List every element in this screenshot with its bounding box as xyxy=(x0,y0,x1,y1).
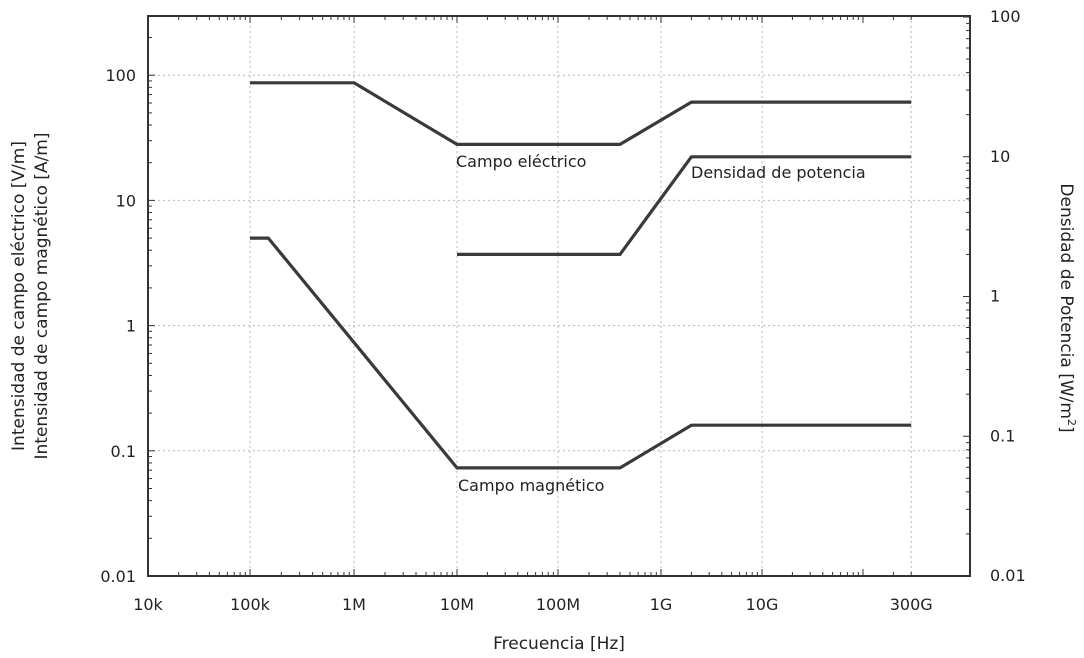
y-axis-label-magnetic: Intensidad de campo magnético [A/m] xyxy=(32,133,52,460)
y-tick-label: 1 xyxy=(126,317,136,336)
y2-tick-label: 0.1 xyxy=(990,426,1015,445)
x-tick-labels: 10k 100k 1M 10M 100M 1G 10G 300G xyxy=(133,595,932,614)
y2-axis-label: Densidad de Potencia [W/m2] xyxy=(1056,183,1078,432)
x-tick-label: 100k xyxy=(230,595,271,614)
x-tick-label: 1M xyxy=(342,595,366,614)
x-tick-label: 10k xyxy=(133,595,163,614)
series-label-power-density: Densidad de potencia xyxy=(691,163,866,182)
y2-tick-labels: 0.01 0.1 1 10 100 xyxy=(990,7,1026,585)
x-tick-label: 10G xyxy=(746,595,779,614)
series-layer xyxy=(250,81,912,470)
y2-tick-label: 100 xyxy=(990,7,1021,26)
y2-axis-label-end: ] xyxy=(1056,426,1076,433)
y-tick-label: 100 xyxy=(105,66,136,85)
y2-tick-label: 0.01 xyxy=(990,566,1026,585)
x-tick-label: 10M xyxy=(440,595,474,614)
y-axis-label-electric: Intensidad de campo eléctrico [V/m] xyxy=(9,141,29,451)
series-line-electric xyxy=(250,81,912,146)
plot-background xyxy=(148,16,970,576)
x-axis-label: Frecuencia [Hz] xyxy=(493,634,625,654)
series-line-power-density xyxy=(457,155,912,256)
plot-frame xyxy=(147,15,971,577)
y2-tick-label: 1 xyxy=(990,287,1000,306)
series-label-magnetic: Campo magnético xyxy=(458,476,604,495)
x-tick-label: 100M xyxy=(536,595,580,614)
y-tick-label: 10 xyxy=(116,191,136,210)
y-tick-label: 0.1 xyxy=(111,442,136,461)
series-label-electric: Campo eléctrico xyxy=(456,152,586,171)
y-tick-labels: 0.01 0.1 1 10 100 xyxy=(100,66,136,586)
y2-axis-label-sup: 2 xyxy=(1065,419,1078,426)
x-tick-label: 300G xyxy=(890,595,933,614)
y2-tick-label: 10 xyxy=(990,147,1010,166)
series-line-magnetic xyxy=(250,236,912,470)
y2-axis-label-main: Densidad de Potencia [W/m xyxy=(1056,183,1076,419)
grid xyxy=(148,16,970,576)
x-tick-label: 1G xyxy=(650,595,673,614)
y-tick-label: 0.01 xyxy=(100,567,136,586)
